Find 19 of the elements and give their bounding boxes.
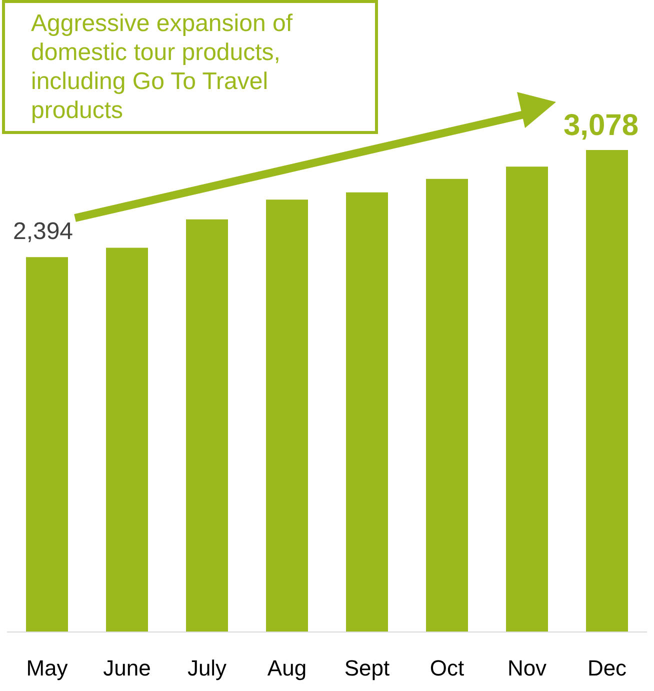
- text: Aggressive expansion of domestic tour products, including Go To Travel products: [2, 0, 378, 134]
- data-label: 2,394: [12, 218, 74, 246]
- bar: [266, 200, 308, 632]
- bar: [106, 248, 148, 632]
- bar: [506, 166, 548, 632]
- bar: [186, 219, 228, 632]
- bar: [346, 192, 388, 632]
- x-tick-label: July: [187, 656, 227, 681]
- x-tick-label: Dec: [587, 656, 627, 681]
- bar: [586, 150, 628, 632]
- bar: [426, 178, 468, 632]
- data-label: 3,078: [563, 109, 639, 142]
- x-tick-label: June: [103, 656, 151, 681]
- x-tick-label: Sept: [344, 656, 390, 681]
- x-tick-label: Aug: [267, 656, 307, 681]
- x-tick-label: Nov: [507, 656, 547, 681]
- x-tick-label: Oct: [430, 656, 464, 681]
- bar: [26, 257, 68, 632]
- x-tick-label: May: [26, 656, 68, 681]
